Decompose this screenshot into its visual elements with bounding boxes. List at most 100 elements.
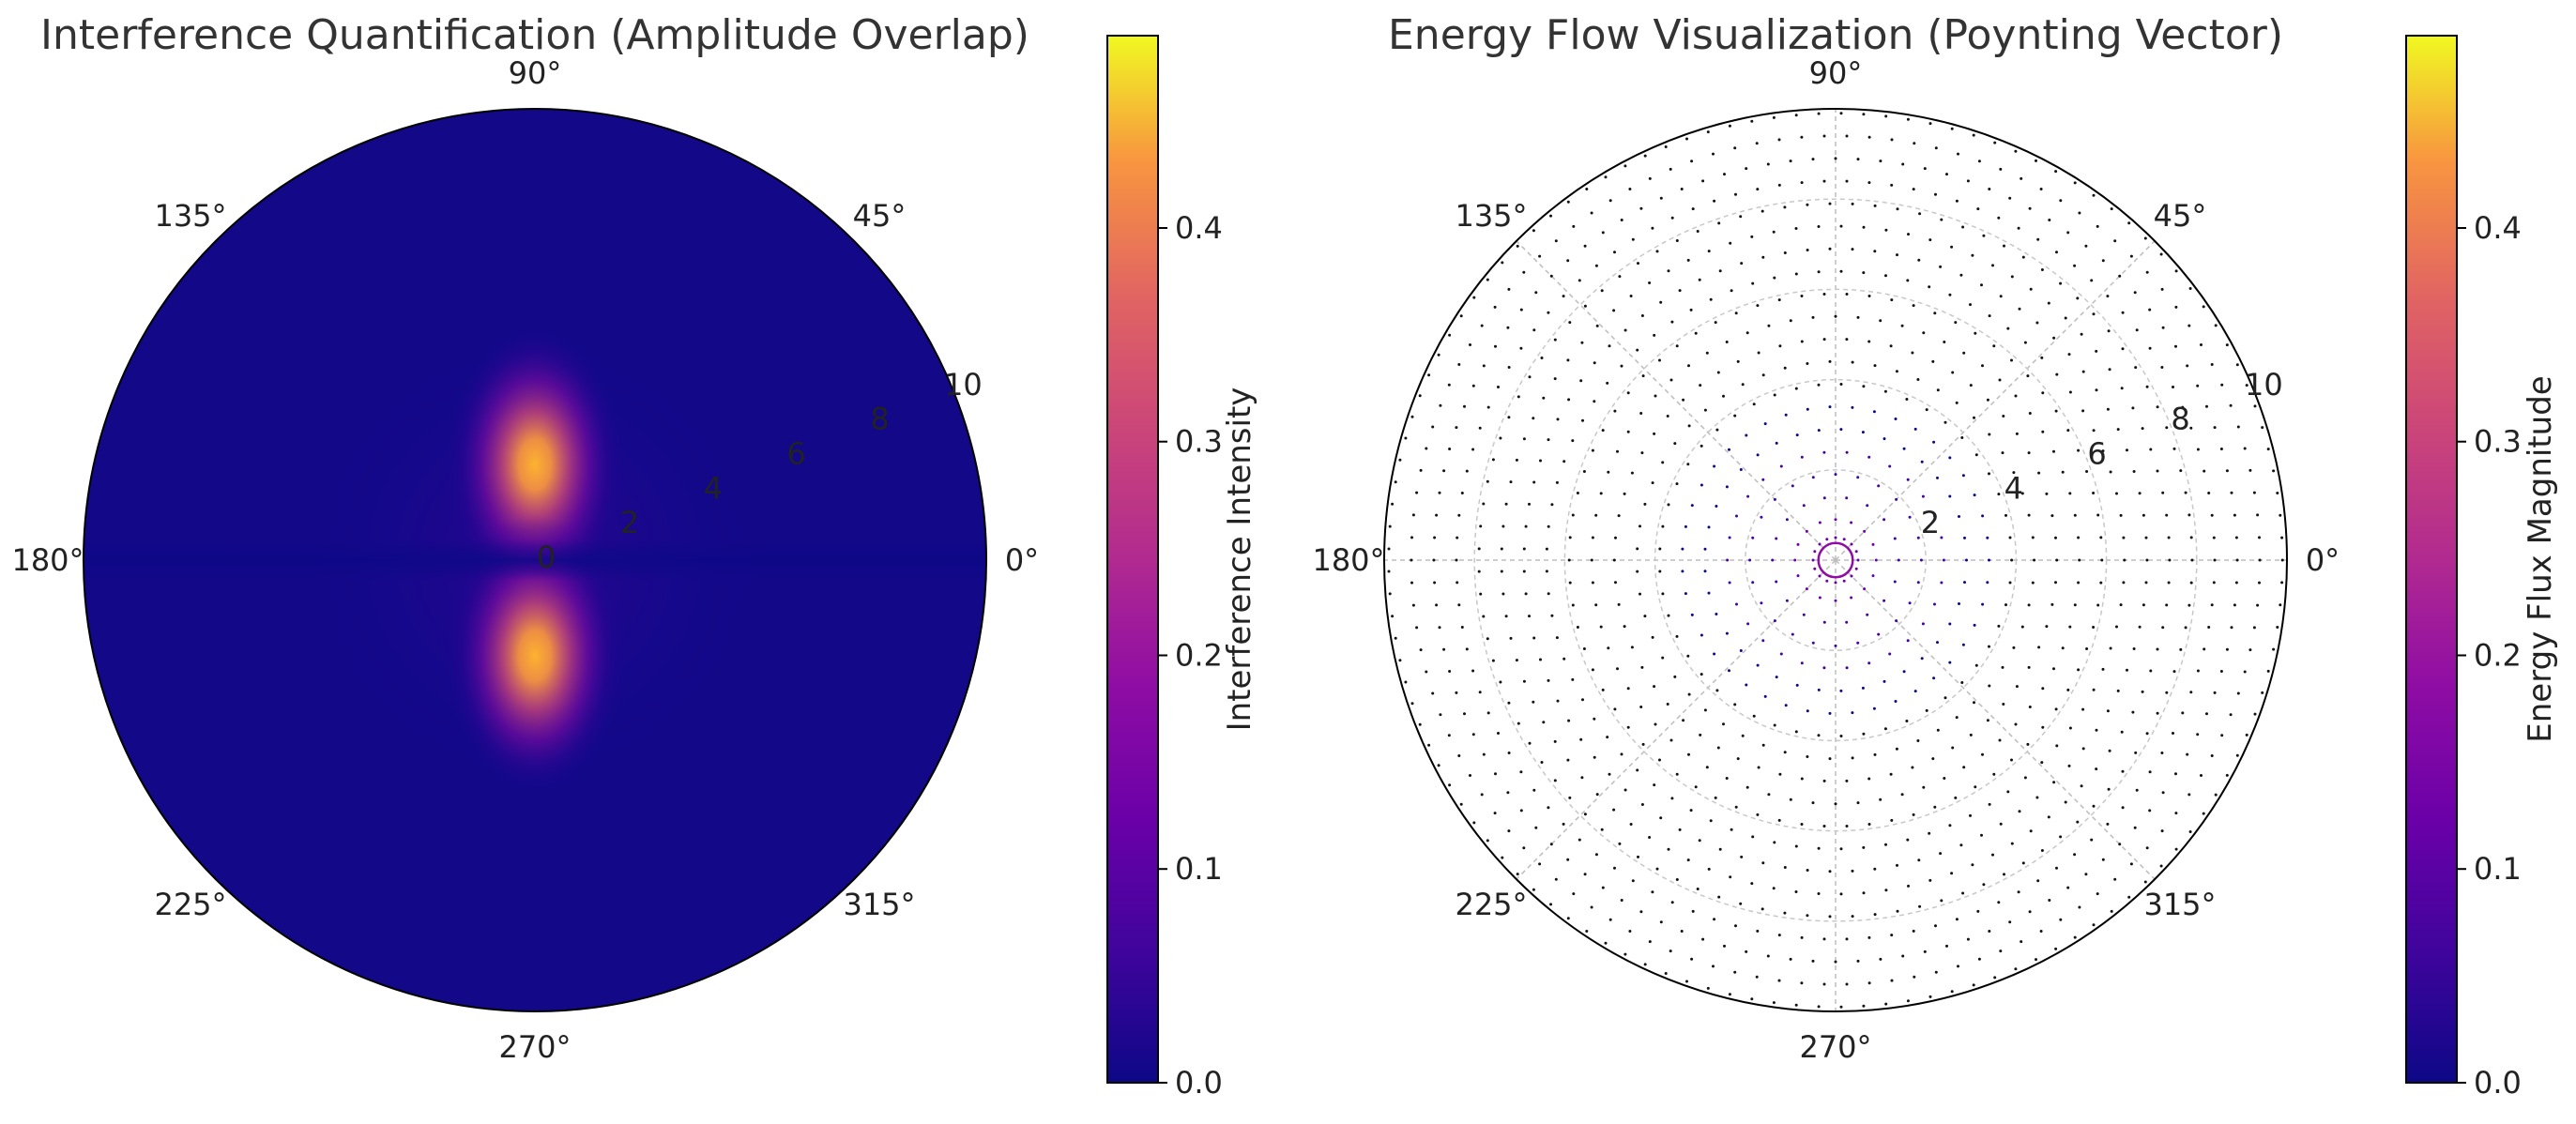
poynting-vector-point — [1805, 529, 1808, 533]
poynting-vector-point — [2161, 626, 2165, 630]
poynting-vector-point — [1851, 248, 1854, 251]
poynting-vector-point — [1800, 981, 1804, 985]
poynting-vector-point — [2279, 603, 2282, 607]
radial-gridline — [1745, 469, 1927, 651]
poynting-vector-point — [1447, 383, 1451, 387]
poynting-vector-point — [2076, 296, 2080, 300]
poynting-vector-point — [1969, 384, 1973, 387]
poynting-vector-point — [1794, 890, 1798, 893]
poynting-vector-point — [1775, 676, 1778, 679]
poynting-vector-point — [1961, 643, 1965, 646]
poynting-vector-point — [1845, 620, 1849, 624]
poynting-vector-point — [1640, 803, 1644, 806]
poynting-vector-point — [2145, 732, 2149, 736]
poynting-vector-point — [1730, 289, 1733, 293]
poynting-vector-point — [1583, 244, 1587, 248]
poynting-vector-point — [1982, 883, 1986, 887]
poynting-vector-point — [1601, 429, 1605, 433]
poynting-vector-point — [1690, 613, 1694, 616]
poynting-vector-point — [2045, 492, 2049, 495]
poynting-vector-point — [1906, 639, 1910, 643]
poynting-vector-point — [1890, 818, 1894, 822]
poynting-vector-point — [1497, 732, 1500, 735]
poynting-vector-point — [1777, 183, 1781, 187]
poynting-vector-point — [1818, 574, 1821, 578]
poynting-vector-point — [1772, 887, 1776, 890]
poynting-vector-point — [1550, 503, 1554, 507]
angle-tick-label: 270° — [498, 1029, 571, 1065]
poynting-vector-point — [2133, 291, 2137, 295]
poynting-vector-point — [1637, 855, 1639, 858]
poynting-vector-point — [1585, 930, 1589, 933]
poynting-vector-point — [2068, 726, 2072, 730]
poynting-vector-point — [1757, 351, 1761, 355]
poynting-vector-point — [1435, 603, 1439, 607]
radial-tick-labels: 0 2 4 6 8 10 — [537, 367, 983, 575]
poynting-vector-point — [1761, 478, 1765, 481]
poynting-vector-point — [1653, 685, 1656, 689]
poynting-vector-point — [1965, 558, 1968, 562]
poynting-vector-point — [1988, 802, 1991, 806]
poynting-vector-point — [2116, 428, 2120, 432]
poynting-vector-point — [2159, 252, 2163, 256]
poynting-vector-point — [1659, 920, 1663, 924]
poynting-vector-point — [2021, 255, 2025, 259]
poynting-vector-point — [1923, 949, 1927, 953]
poynting-vector-point — [1728, 448, 1730, 451]
polar-axis-outline — [83, 108, 987, 1012]
poynting-vector-point — [1655, 250, 1659, 253]
poynting-vector-point — [1895, 497, 1898, 501]
poynting-vector-point — [1977, 159, 1981, 163]
poynting-vector-point — [2092, 804, 2096, 808]
poynting-vector-point — [1806, 914, 1809, 918]
poynting-vector-point — [1661, 656, 1665, 660]
poynting-vector-point — [1757, 766, 1761, 769]
poynting-vector-point — [2095, 767, 2098, 771]
poynting-vector-point — [1973, 494, 1976, 497]
poynting-vector-point — [1943, 420, 1947, 424]
poynting-vector-point — [1775, 537, 1778, 540]
poynting-vector-point — [2090, 838, 2094, 842]
poynting-vector-point — [1750, 119, 1754, 123]
poynting-vector-point — [1545, 547, 1548, 551]
poynting-vector-point — [2066, 886, 2070, 889]
poynting-vector-point — [1811, 315, 1815, 319]
poynting-vector-point — [1700, 633, 1703, 637]
poynting-vector-point — [1794, 844, 1798, 848]
poynting-vector-point — [2031, 536, 2035, 539]
poynting-vector-point — [1794, 227, 1798, 230]
poynting-vector-point — [1817, 734, 1821, 737]
poynting-vector-point — [2220, 734, 2224, 737]
poynting-vector-point — [1601, 886, 1605, 889]
poynting-vector-point — [1572, 892, 1576, 896]
poynting-vector-point — [1913, 142, 1916, 145]
poynting-vector-point — [2023, 776, 2027, 780]
poynting-vector-point — [2027, 451, 2031, 455]
poynting-vector-point — [2036, 237, 2040, 241]
poynting-vector-point — [1992, 344, 1996, 348]
poynting-vector-point — [1655, 867, 1659, 871]
poynting-vector-point — [1917, 858, 1921, 862]
poynting-vector-point — [1501, 524, 1505, 528]
poynting-vector-point — [1670, 901, 1674, 904]
poynting-vector-point — [1643, 615, 1647, 618]
poynting-vector-point — [1639, 592, 1641, 596]
poynting-vector-point — [1856, 476, 1860, 479]
poynting-vector-point — [2073, 853, 2077, 857]
poynting-vector-point — [1756, 188, 1760, 191]
poynting-vector-point — [1811, 959, 1815, 963]
poynting-vector-point — [2015, 685, 2019, 689]
poynting-vector-point — [1773, 497, 1776, 501]
poynting-vector-point — [2055, 866, 2058, 870]
poynting-vector-point — [1775, 441, 1778, 445]
poynting-vector-point — [2073, 513, 2077, 517]
poynting-vector-point — [1641, 374, 1645, 378]
poynting-vector-point — [1811, 801, 1815, 805]
poynting-vector-point — [1612, 808, 1616, 812]
poynting-vector-point — [1934, 146, 1938, 150]
colorbar-tick-label: 0.0 — [1175, 1065, 1223, 1101]
poynting-vector-point — [1486, 278, 1489, 281]
poynting-vector-point — [2214, 324, 2218, 327]
angle-tick-label: 90° — [1809, 55, 1863, 91]
poynting-vector-point — [1457, 363, 1461, 366]
